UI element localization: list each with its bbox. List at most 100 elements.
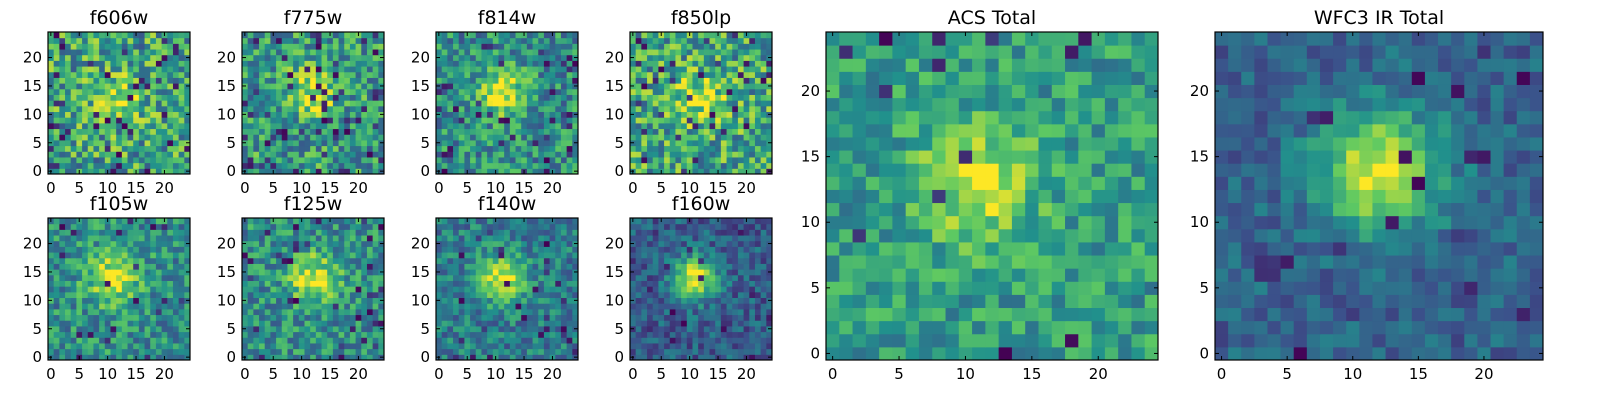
heatmap-cell xyxy=(566,246,573,253)
heatmap-cell xyxy=(338,269,345,276)
heatmap-cell xyxy=(572,291,579,299)
heatmap-cell xyxy=(538,252,545,259)
heatmap-cell xyxy=(509,49,517,56)
heatmap-cell xyxy=(321,168,328,175)
heatmap-cell xyxy=(566,331,573,338)
heatmap-cell xyxy=(281,320,288,327)
heatmap-cell xyxy=(743,274,750,281)
heatmap-cell xyxy=(327,274,334,281)
heatmap-cell xyxy=(167,280,174,287)
heatmap-cell xyxy=(760,139,767,147)
heatmap-cell xyxy=(172,77,180,84)
heatmap-cell xyxy=(253,145,260,152)
heatmap-cell xyxy=(167,263,174,270)
heatmap-cell xyxy=(526,314,534,321)
heatmap-cell xyxy=(470,348,477,355)
heatmap-cell xyxy=(338,88,345,95)
heatmap-cell xyxy=(447,71,454,78)
heatmap-cell xyxy=(161,314,168,321)
panel-title: f775w xyxy=(284,7,343,29)
heatmap-cell xyxy=(344,37,351,44)
heatmap-cell xyxy=(566,122,573,130)
heatmap-cell xyxy=(681,100,688,107)
heatmap-cell xyxy=(543,257,551,264)
heatmap-cell xyxy=(726,280,733,287)
heatmap-cell xyxy=(566,240,573,247)
heatmap-cell xyxy=(315,246,323,253)
heatmap-cell xyxy=(532,37,539,44)
heatmap-cell xyxy=(675,162,682,169)
heatmap-cell xyxy=(675,291,682,299)
heatmap-cell xyxy=(355,156,362,164)
heatmap-cell xyxy=(321,342,328,350)
heatmap-cell xyxy=(161,60,168,67)
heatmap-cell xyxy=(53,320,60,327)
heatmap-cell xyxy=(247,235,254,242)
heatmap-cell xyxy=(475,246,482,253)
heatmap-cell xyxy=(99,263,106,270)
heatmap-cell xyxy=(475,235,482,242)
heatmap-cell xyxy=(526,71,534,78)
heatmap-cell xyxy=(172,297,180,304)
heatmap-cell xyxy=(144,246,151,253)
heatmap-cell xyxy=(532,354,539,361)
heatmap-cell xyxy=(281,71,288,78)
heatmap-cell xyxy=(378,105,385,113)
heatmap-cell xyxy=(372,105,379,113)
heatmap-cell xyxy=(361,331,368,338)
heatmap-cell xyxy=(709,342,716,350)
heatmap-cell xyxy=(635,162,642,169)
heatmap-cell xyxy=(560,342,568,350)
heatmap-cell xyxy=(532,151,539,158)
heatmap-cell xyxy=(726,111,733,118)
heatmap-cell xyxy=(150,303,157,310)
heatmap-cell xyxy=(133,263,140,270)
heatmap-cell xyxy=(715,348,722,355)
heatmap-cell xyxy=(509,54,517,61)
heatmap-cell xyxy=(321,325,328,333)
heatmap-cell xyxy=(298,43,305,50)
heatmap-cell xyxy=(447,32,454,39)
heatmap-cell xyxy=(458,71,465,78)
heatmap-cell xyxy=(355,100,362,107)
heatmap-cell xyxy=(572,218,579,225)
heatmap-cell xyxy=(167,274,174,281)
heatmap-cell xyxy=(458,37,465,44)
heatmap-cell xyxy=(138,252,146,259)
heatmap-cell xyxy=(82,66,89,73)
heatmap-cell xyxy=(521,348,528,355)
heatmap-cell xyxy=(566,117,573,124)
heatmap-cell xyxy=(635,117,642,124)
heatmap-cell xyxy=(732,286,739,293)
heatmap-cell xyxy=(344,314,351,321)
heatmap-cell xyxy=(470,240,477,247)
heatmap-cell xyxy=(766,122,773,130)
heatmap-cell xyxy=(441,32,448,39)
heatmap-cell xyxy=(281,280,288,287)
heatmap-cell xyxy=(686,331,693,338)
heatmap-cell xyxy=(378,235,385,242)
heatmap-cell xyxy=(264,354,271,361)
heatmap-cell xyxy=(532,314,539,321)
heatmap-cell xyxy=(293,218,300,225)
heatmap-cell xyxy=(681,105,688,113)
heatmap-cell xyxy=(754,37,762,44)
heatmap-cell xyxy=(310,291,317,299)
heatmap-cell xyxy=(475,274,482,281)
heatmap-cell xyxy=(453,252,460,259)
heatmap-cell xyxy=(361,246,368,253)
heatmap-cell xyxy=(709,88,716,95)
heatmap-cell xyxy=(344,320,351,327)
heatmap-cell xyxy=(144,128,151,135)
heatmap-cell xyxy=(538,88,545,95)
heatmap-cell xyxy=(543,168,551,175)
heatmap-cell xyxy=(458,139,465,147)
heatmap-cell xyxy=(686,139,693,147)
heatmap-cell xyxy=(630,331,637,338)
heatmap-cell xyxy=(487,331,494,338)
heatmap-cell xyxy=(572,71,579,78)
heatmap-cell xyxy=(270,54,277,61)
heatmap-cell xyxy=(59,32,66,39)
heatmap-cell xyxy=(298,88,305,95)
heatmap-cell xyxy=(276,43,283,50)
